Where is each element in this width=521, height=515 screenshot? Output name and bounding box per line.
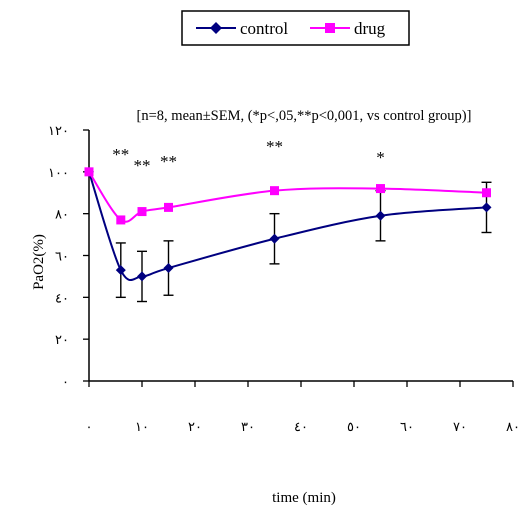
significance-marker: ** [134, 156, 151, 175]
data-point-drug [84, 167, 94, 177]
data-point-control [375, 210, 386, 221]
y-tick-label: ٢٠ [55, 332, 69, 347]
data-point-drug [137, 207, 147, 217]
x-tick-label: ٨٠ [506, 419, 520, 434]
data-point-control [137, 271, 147, 282]
y-tick-label: ٦٠ [55, 249, 69, 264]
x-tick-label: ٣٠ [241, 419, 255, 434]
x-axis-label: time (min) [272, 490, 336, 506]
legend: control drug [181, 10, 410, 46]
x-tick-label: ٧٠ [453, 419, 467, 434]
significance-marker: ** [266, 137, 283, 156]
legend-marker-control [210, 22, 222, 34]
x-tick-label: ٥٠ [347, 419, 361, 434]
data-point-control [163, 263, 174, 274]
series-line-control [88, 171, 487, 281]
significance-marker: ** [112, 145, 129, 164]
y-tick-label: ٨٠ [55, 207, 69, 222]
legend-label-control: control [240, 19, 288, 38]
data-point-drug [482, 188, 491, 198]
data-point-drug [116, 215, 126, 225]
legend-marker-drug [325, 23, 335, 33]
data-point-control [115, 265, 126, 276]
x-tick-label: ٤٠ [294, 419, 308, 434]
x-tick-label: ٢٠ [188, 419, 202, 434]
data-point-drug [164, 202, 173, 212]
chart-subtitle: [n=8, mean±SEM, (*p<,05,**p<0,001, vs co… [137, 108, 472, 124]
data-point-drug [270, 186, 279, 196]
data-point-drug [376, 184, 385, 194]
legend-label-drug: drug [354, 19, 386, 38]
significance-marker: * [376, 148, 385, 167]
y-tick-label: ١٢٠ [48, 123, 69, 138]
x-tick-label: ١٠ [135, 419, 149, 434]
y-tick-label: ٤٠ [55, 290, 69, 305]
data-point-control [481, 202, 492, 213]
significance-marker: ** [160, 152, 177, 171]
x-tick-label: ٦٠ [400, 419, 414, 434]
y-tick-label: ٠ [62, 374, 69, 389]
y-axis-label: PaO2(%) [31, 234, 47, 290]
data-point-control [269, 233, 280, 244]
series-line-drug [88, 171, 487, 223]
y-tick-label: ١٠٠ [48, 165, 69, 180]
x-tick-label: ٠ [86, 419, 93, 434]
